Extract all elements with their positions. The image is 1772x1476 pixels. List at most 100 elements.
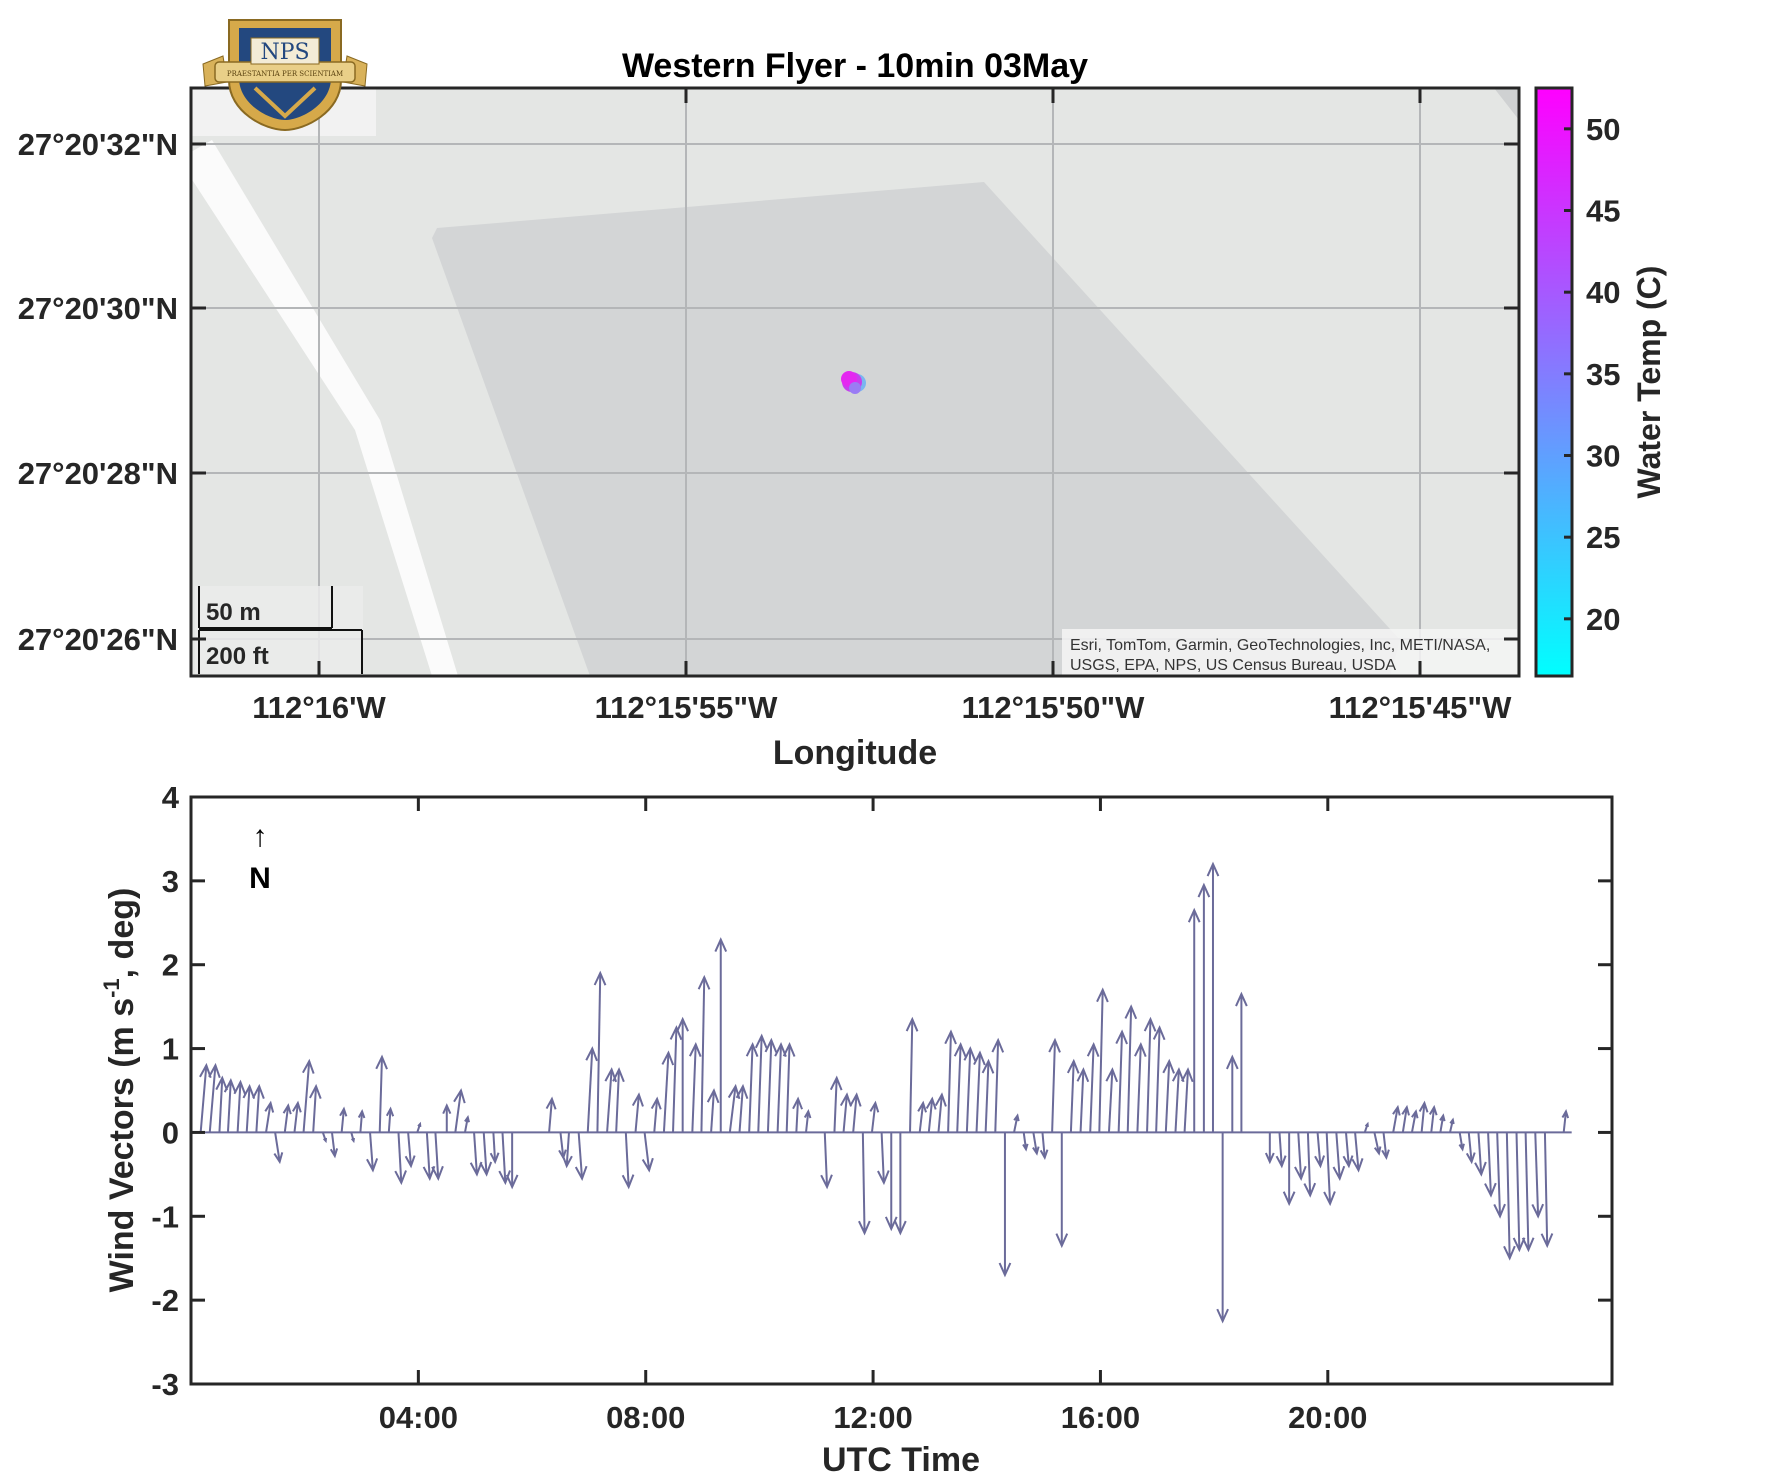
y-tick-label: 4 [162,780,180,815]
wind-vector [416,1121,422,1133]
wind-vector [905,1016,919,1133]
ylabel-superscript: -1 [99,978,124,998]
wind-vector [1282,1132,1296,1207]
wind-vector [1022,1132,1029,1152]
wind-vector [697,974,711,1133]
wind-vector [981,1058,995,1133]
wind-vector [1216,1132,1229,1324]
x-tick-label: 04:00 [379,1400,458,1435]
wind-vector [1264,1132,1275,1165]
colorbar-tick-label: 40 [1586,275,1620,310]
wind-vector [1197,882,1211,1133]
wind-vector [394,1132,407,1186]
wind-vector [1032,1132,1040,1156]
wind-vector [998,1132,1012,1278]
wind-vector [1503,1132,1516,1261]
ylabel-main: Wind Vectors (m s [103,998,141,1292]
colorbar-tick-label: 25 [1586,520,1620,555]
wind-vector [1187,907,1201,1133]
wind-vector [1521,1132,1535,1253]
nps-logo: NPS PRAESTANTIA PER SCIENTIAM [202,19,368,132]
wind-vector [357,1109,366,1133]
wind-vector [1039,1132,1049,1161]
wind-vector [292,1100,302,1133]
wind-vector [803,1109,812,1133]
wind-vector [1484,1132,1497,1198]
wind-vector [944,1029,957,1133]
colorbar-ticks: 20 25 30 35 40 45 50 [1564,112,1620,637]
wind-vector [1540,1132,1554,1249]
vessel-track-points [841,371,866,394]
ylabel-end: , deg) [103,888,141,979]
wind-vector [953,1041,967,1133]
wind-vector [858,1132,871,1236]
wind-vector [574,1132,588,1181]
wind-vector [829,1075,843,1133]
wind-vector [1363,1121,1369,1133]
map-title: Western Flyer - 10min 03May [622,47,1088,85]
map-scale-bar: 50 m 200 ft [195,586,363,674]
wind-vector [688,1041,702,1133]
wind-vector [1115,1029,1128,1133]
wind-vector [282,1103,292,1133]
wind-vector [1096,987,1109,1133]
logo-motto: PRAESTANTIA PER SCIENTIAM [227,70,343,78]
wind-vector [463,1114,470,1133]
colorbar-tick-label: 45 [1586,194,1620,229]
wind-vector [431,1132,444,1181]
wind-vector [1303,1132,1317,1198]
wind-vector [489,1132,500,1165]
colorbar: 20 25 30 35 40 45 50 Water Temp (C) [1534,86,1667,678]
plot-area [191,797,1612,1384]
wind-vector [963,1046,977,1133]
wind-vector [505,1132,519,1190]
wind-vector [208,1062,221,1133]
wind-vector [884,1132,898,1232]
wind-vector [1323,1132,1336,1207]
wind-quiver [199,861,1572,1324]
wind-vector [585,1046,598,1133]
wind-vector [1351,1132,1364,1173]
wind-vector [199,1062,212,1133]
wind-vector [1152,1025,1166,1133]
scale-bar-imperial: 200 ft [206,643,269,670]
wind-vector [302,1058,315,1133]
lon-tick-label: 112°15'55"W [595,690,778,725]
wind-vector [1225,1054,1239,1133]
wind-vector [676,1016,689,1133]
logo-text: NPS [260,40,309,65]
wind-vector [839,1092,852,1133]
y-tick-label: 2 [162,948,179,983]
map-panel: 50 m 200 ft Esri, TomTom, Garmin, GeoTec… [18,47,1521,772]
wind-vector [593,970,607,1133]
wind-vector [991,1037,1005,1133]
wind-vector [1048,1037,1061,1133]
wind-vector [1181,1067,1194,1133]
wind-vector [273,1132,284,1165]
wind-vector [1439,1113,1446,1133]
attribution-line-2: USGS, EPA, NPS, US Census Bureau, USDA [1070,657,1396,674]
y-tick-label: 0 [162,1115,179,1150]
lon-tick-label: 112°15'45"W [1329,690,1512,725]
wind-vector [706,1088,720,1133]
wind-vector [1105,1067,1119,1133]
wind-vector [669,1025,683,1133]
wind-vector [934,1092,947,1133]
wind-vector [1235,991,1248,1133]
wind-vector [1314,1132,1326,1169]
colorbar-tick-label: 20 [1586,602,1620,637]
wind-vector [917,1100,927,1133]
wind-vector [641,1132,654,1173]
wind-vector [1561,1109,1570,1133]
x-tick-label: 16:00 [1061,1400,1140,1435]
wind-vector [404,1132,416,1169]
colorbar-tick-label: 30 [1586,439,1620,474]
wind-vector [650,1096,662,1133]
lat-tick-label: 27°20'26"N [18,622,178,657]
wind-vector [1428,1104,1438,1133]
wind-vector [350,1132,355,1144]
y-tick-label: -2 [151,1283,179,1318]
wind-vector [242,1083,256,1133]
wind-vector [442,1103,452,1133]
wind-vector [1332,1132,1346,1181]
